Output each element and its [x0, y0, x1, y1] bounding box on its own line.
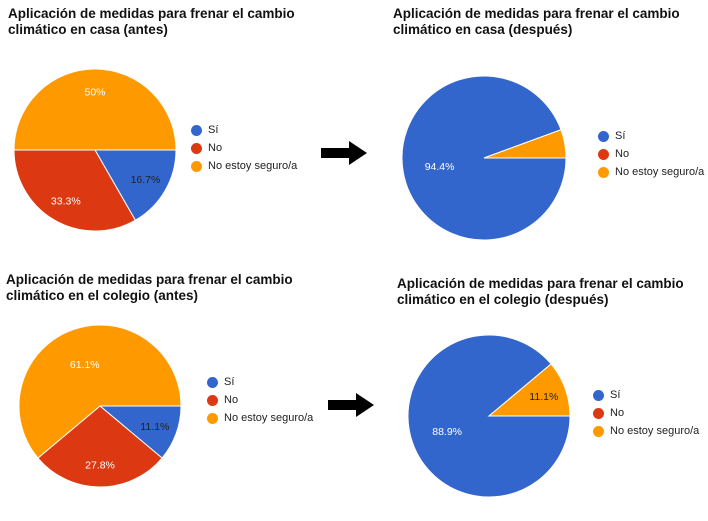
legend-swatch	[593, 425, 604, 437]
legend-label: No estoy seguro/a	[208, 160, 298, 172]
chart-title: Aplicación de medidas para frenar el cam…	[393, 6, 680, 37]
slice-value-label: 94.4%	[425, 161, 455, 173]
legend-item: Sí	[593, 386, 699, 404]
chart-title: Aplicación de medidas para frenar el cam…	[8, 6, 295, 37]
slice-value-label: 11.1%	[140, 421, 169, 433]
legend-label: Sí	[208, 124, 219, 136]
legend-item: No	[593, 404, 699, 422]
legend-label: Sí	[610, 389, 621, 401]
legend-item: Sí	[191, 121, 297, 139]
slice-value-label: 11.1%	[529, 391, 558, 403]
legend-label: No	[208, 142, 223, 154]
pie-chart: 11.1% 27.8% 61.1%	[18, 324, 182, 488]
pie-slice-no-estoy-seguro	[483, 129, 567, 159]
legend-label: No estoy seguro/a	[224, 412, 314, 424]
right-arrow-icon	[321, 141, 367, 165]
legend-item: No estoy seguro/a	[191, 157, 297, 175]
slice-value-label: 33.3%	[51, 195, 81, 207]
pie-slice-no	[13, 149, 137, 232]
pie-slice-no-estoy-seguro	[18, 324, 182, 459]
legend-swatch	[598, 166, 609, 178]
chart-legend: Sí No No estoy seguro/a	[207, 373, 313, 427]
legend-swatch	[207, 394, 218, 406]
slice-value-label: 27.8%	[85, 459, 115, 471]
chart-colegio-despues: Aplicación de medidas para frenar el cam…	[397, 276, 708, 521]
legend-label: Sí	[615, 130, 626, 142]
legend-label: No	[224, 394, 239, 406]
legend-swatch	[593, 389, 604, 401]
legend-item: Sí	[598, 127, 704, 145]
chart-title: Aplicación de medidas para frenar el cam…	[397, 276, 684, 307]
pie-slice-no-estoy-seguro	[13, 68, 177, 151]
legend-label: No estoy seguro/a	[610, 425, 700, 437]
right-arrow-icon	[328, 393, 374, 417]
legend-item: No	[207, 391, 313, 409]
slice-value-label: 16.7%	[131, 174, 161, 186]
legend-swatch	[207, 376, 218, 388]
pie-chart: 16.7% 33.3% 50%	[13, 68, 177, 232]
chart-colegio-antes: Aplicación de medidas para frenar el cam…	[6, 272, 336, 517]
chart-title: Aplicación de medidas para frenar el cam…	[6, 272, 293, 303]
pie-chart: 88.9% 11.1%	[407, 334, 571, 498]
legend-label: Sí	[224, 376, 235, 388]
legend-swatch	[593, 407, 604, 419]
legend-item: No	[191, 139, 297, 157]
slice-value-label: 50%	[84, 87, 105, 99]
legend-item: No	[598, 145, 704, 163]
slice-value-label: 88.9%	[432, 426, 462, 438]
chart-casa-antes: Aplicación de medidas para frenar el cam…	[8, 6, 338, 251]
legend-swatch	[191, 124, 202, 136]
legend-swatch	[598, 148, 609, 160]
legend-swatch	[191, 142, 202, 154]
legend-item: No estoy seguro/a	[598, 163, 704, 181]
legend-item: Sí	[207, 373, 313, 391]
pie-slice-si	[94, 149, 177, 221]
pie-slice-no-estoy-seguro	[487, 363, 571, 417]
legend-item: No estoy seguro/a	[207, 409, 313, 427]
legend-swatch	[598, 130, 609, 142]
legend-label: No	[610, 407, 625, 419]
chart-legend: Sí No No estoy seguro/a	[598, 127, 704, 181]
legend-item: No estoy seguro/a	[593, 422, 699, 440]
pie-slice-no	[37, 405, 163, 488]
pie-chart: 94.4%	[401, 75, 567, 241]
legend-label: No estoy seguro/a	[615, 166, 705, 178]
chart-casa-despues: Aplicación de medidas para frenar el cam…	[393, 6, 708, 251]
chart-legend: Sí No No estoy seguro/a	[593, 386, 699, 440]
chart-legend: Sí No No estoy seguro/a	[191, 121, 297, 175]
slice-value-label: 61.1%	[70, 359, 100, 371]
legend-label: No	[615, 148, 630, 160]
legend-swatch	[207, 412, 218, 424]
legend-swatch	[191, 160, 202, 172]
